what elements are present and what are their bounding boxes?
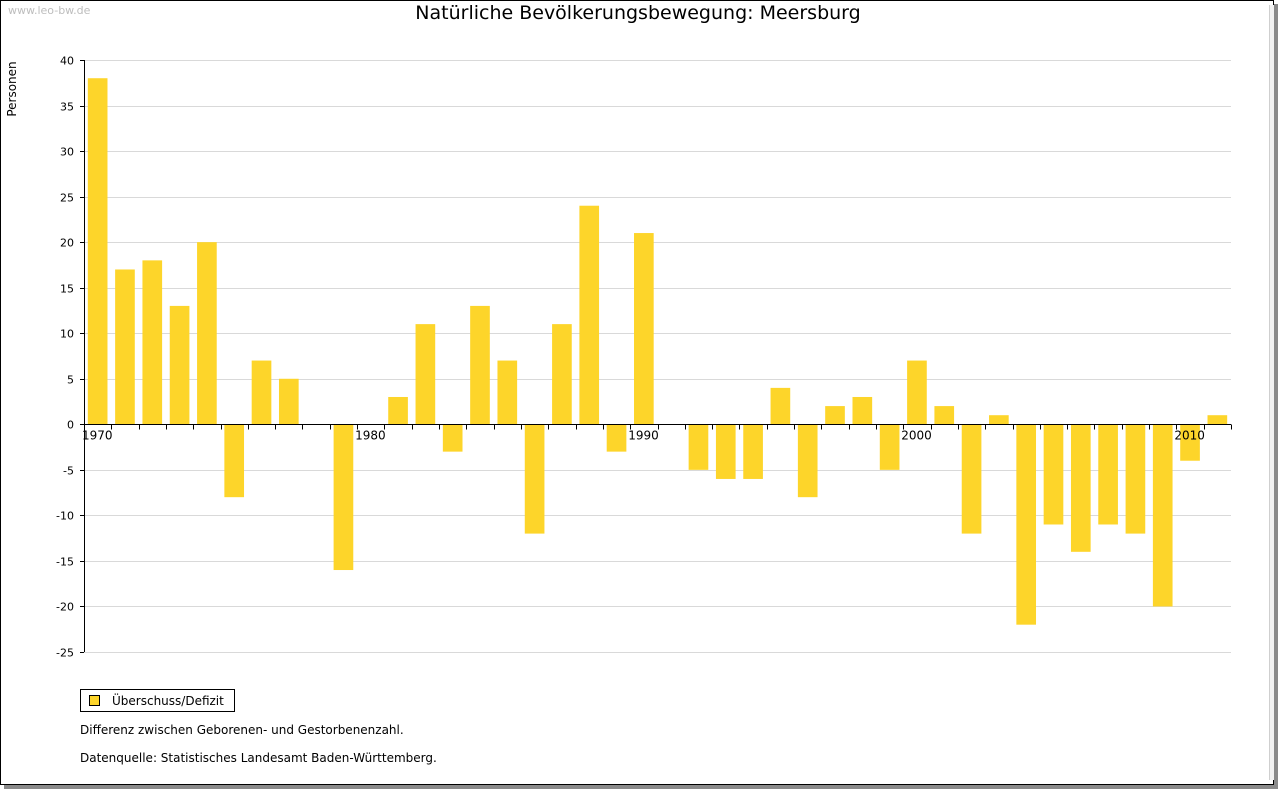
bar-1986 (524, 424, 545, 534)
x-tick-label: 1990 (628, 429, 659, 443)
bar-1990 (634, 233, 654, 425)
y-tick-label: 30 (60, 146, 74, 159)
bar-1976 (251, 360, 272, 425)
bar-1983 (442, 424, 463, 452)
scrollbar[interactable] (1269, 5, 1274, 780)
y-tick-label: -25 (56, 647, 74, 660)
bar-1981 (388, 396, 408, 425)
bar-1971 (115, 269, 135, 425)
bar-1995 (770, 387, 791, 425)
x-tick-label: 1980 (355, 429, 386, 443)
note-source: Datenquelle: Statistisches Landesamt Bad… (80, 751, 437, 765)
watermark: www.leo-bw.de (8, 4, 91, 17)
bar-2003 (989, 415, 1009, 425)
bar-1987 (552, 324, 572, 425)
y-tick-label: 10 (60, 328, 74, 341)
y-tick-label: 20 (60, 237, 74, 250)
note-description: Differenz zwischen Geborenen- und Gestor… (80, 723, 404, 737)
bar-1998 (852, 396, 873, 425)
bar-1994 (743, 424, 763, 479)
x-tick-label: 2010 (1174, 429, 1205, 443)
bar-1979 (333, 424, 354, 571)
y-axis-label: Personen (5, 61, 19, 116)
y-tick-label: 25 (60, 192, 74, 205)
bar-2009 (1152, 424, 1173, 607)
bar-1993 (715, 424, 736, 479)
bar-1989 (606, 424, 627, 452)
bar-1992 (688, 424, 709, 470)
y-tick-label: -10 (56, 510, 74, 523)
bar-1985 (497, 360, 518, 425)
bar-1974 (197, 242, 217, 425)
bar-2005 (1043, 424, 1064, 525)
legend-swatch (89, 695, 100, 706)
bar-1972 (142, 260, 163, 425)
y-tick-label: 0 (67, 419, 74, 432)
y-tick-label: -5 (63, 465, 74, 478)
legend-label: Überschuss/Defizit (112, 693, 224, 708)
bar-1988 (579, 205, 600, 425)
y-tick-label: 35 (60, 101, 74, 114)
bar-1999 (879, 424, 900, 470)
bar-1970 (87, 78, 108, 425)
bar-2002 (961, 424, 982, 534)
bar-2008 (1125, 424, 1146, 534)
bar-2001 (934, 406, 955, 425)
bar-2011 (1207, 415, 1228, 425)
y-tick-label: 40 (60, 55, 74, 68)
chart-title: Natürliche Bevölkerungsbewegung: Meersbu… (415, 2, 861, 24)
bar-1975 (224, 424, 245, 498)
legend: Überschuss/Defizit (80, 689, 235, 712)
bar-2010 (1180, 424, 1200, 461)
bar-1996 (797, 424, 818, 498)
bar-1973 (169, 305, 190, 425)
bar-1984 (470, 305, 490, 425)
bar-2000 (907, 360, 927, 425)
y-tick-label: -15 (56, 556, 74, 569)
bar-2004 (1016, 424, 1037, 625)
x-tick-label: 1970 (82, 429, 113, 443)
y-tick-label: 5 (67, 374, 74, 387)
y-tick-label: 15 (60, 283, 74, 296)
bar-2007 (1098, 424, 1118, 525)
bar-1977 (278, 378, 299, 425)
bar-2006 (1070, 424, 1091, 552)
bar-1997 (825, 406, 845, 425)
bar-1982 (415, 324, 436, 425)
y-tick-label: -20 (56, 601, 74, 614)
x-tick-label: 2000 (901, 429, 932, 443)
